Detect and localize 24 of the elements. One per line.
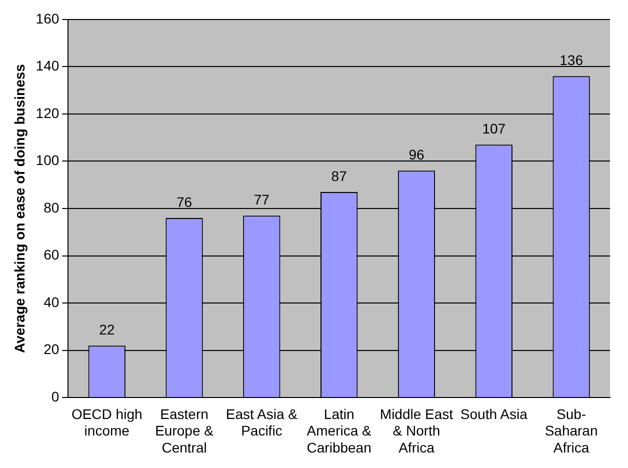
y-tick-label: 140 xyxy=(36,58,60,74)
x-tick-label: Middle East & North Africa xyxy=(380,406,454,456)
y-tick-label: 100 xyxy=(36,152,60,168)
y-tick-label: 120 xyxy=(36,104,60,121)
y-tick-label: 60 xyxy=(44,246,60,263)
x-tick-label: East Asia & Pacific xyxy=(226,406,298,439)
data-label: 136 xyxy=(560,52,584,68)
data-label: 96 xyxy=(408,146,424,163)
y-tick-label: 80 xyxy=(44,199,60,216)
x-tick-label: South Asia xyxy=(460,406,528,422)
y-tick-label: 40 xyxy=(44,294,60,310)
data-label: 87 xyxy=(331,168,348,184)
data-label: 76 xyxy=(176,194,192,210)
y-tick-label: 0 xyxy=(51,388,60,404)
data-label: 77 xyxy=(254,191,270,208)
x-tick-label: Latin America & Caribbean xyxy=(306,406,372,456)
y-tick-label: 160 xyxy=(36,10,60,26)
y-axis-title: Average ranking on ease of doing business xyxy=(11,64,28,353)
x-tick-label: Eastern Europe & Central xyxy=(155,406,214,456)
x-tick-label: OECD high income xyxy=(71,406,142,439)
data-label: 107 xyxy=(482,120,506,137)
data-label: 22 xyxy=(99,321,115,338)
y-tick-label: 20 xyxy=(44,341,60,358)
x-tick-label: Sub-Saharan Africa xyxy=(544,406,598,456)
